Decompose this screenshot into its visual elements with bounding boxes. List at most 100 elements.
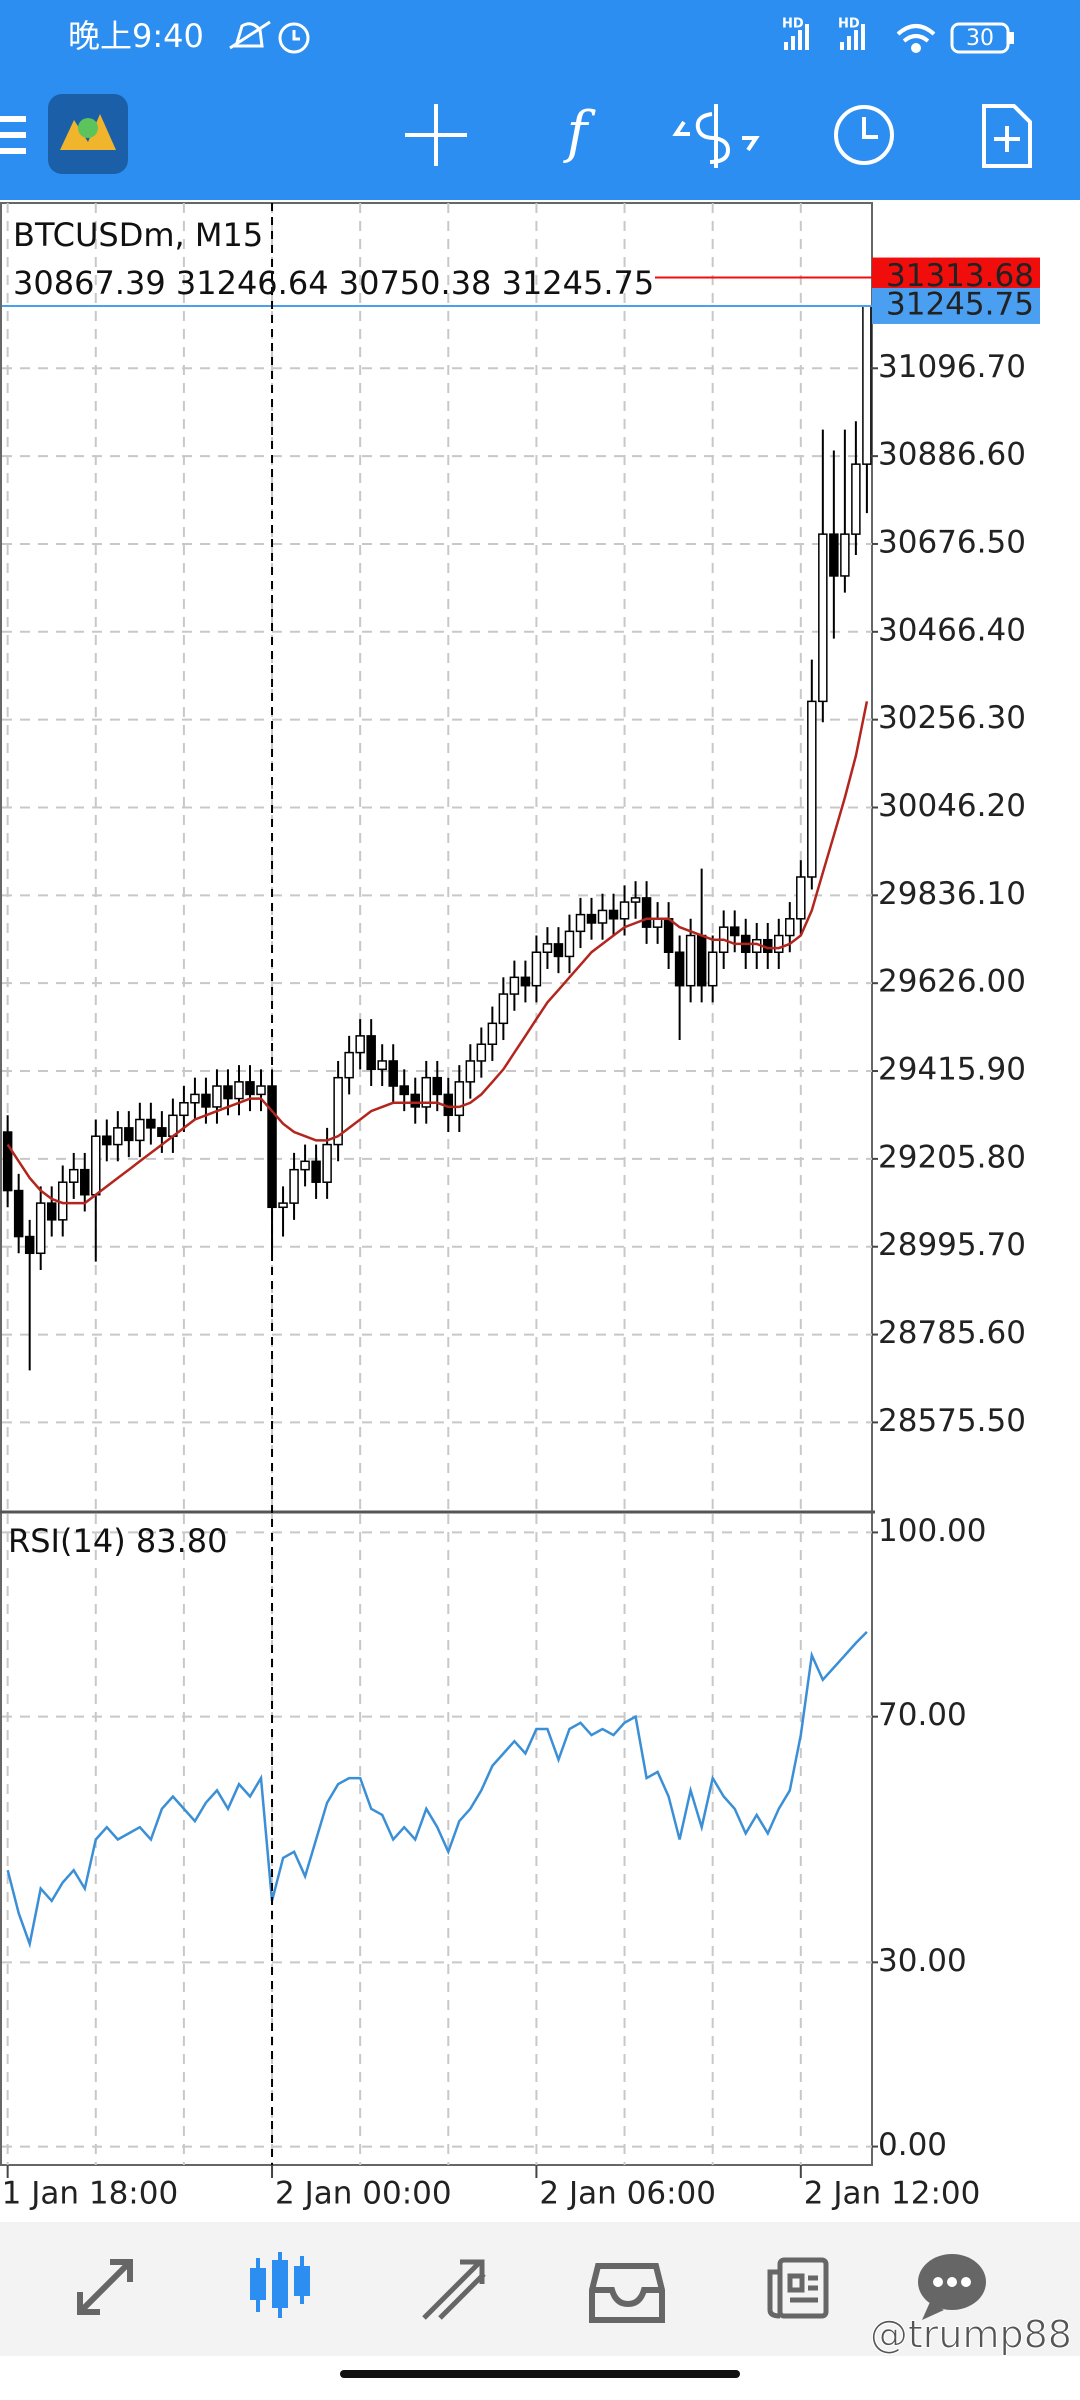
x-tick-label: 2 Jan 00:00 [275,2176,452,2212]
nav-trade[interactable] [422,2259,486,2320]
candle-body [410,1093,420,1108]
candle-body [663,918,674,953]
candle-body [729,926,740,937]
wifi-icon [896,24,936,53]
y-tick-label: 28785.60 [878,1315,1026,1351]
nav-quotes[interactable] [77,2259,133,2315]
candle-body [498,993,509,1025]
candle-body [399,1085,409,1096]
candle-body [234,1081,244,1100]
x-tick-label: 2 Jan 06:00 [539,2176,716,2212]
nav-news[interactable] [767,2257,829,2319]
rsi-line [6,1631,868,1949]
candle-body [13,1189,24,1238]
candle-body [344,1051,354,1079]
candle-body [807,700,817,878]
candle-body [245,1081,255,1096]
candle-body [432,1076,443,1096]
candle-body [564,930,575,958]
app-logo[interactable] [48,94,128,174]
candle-body [829,533,839,577]
x-tick-label: 1 Jan 18:00 [2,2176,179,2212]
bottom-nav [0,2222,1080,2356]
y-tick-label: 29205.80 [878,1139,1026,1175]
y-tick-label: 30676.50 [878,524,1026,560]
nav-chart[interactable] [250,2252,310,2318]
new-order-button[interactable] [982,104,1032,168]
candle-body [785,918,795,937]
y-tick-label: 0.00 [878,2127,947,2163]
home-indicator [340,2370,740,2378]
moving-average [6,701,869,1205]
watermark: @trump88 [870,2313,1072,2357]
rsi-title: RSI(14) 83.80 [8,1522,227,1560]
signal-bars [784,24,865,50]
candle-body [597,909,608,924]
candle-body [465,1060,476,1083]
y-tick-label: 29626.00 [878,964,1026,1000]
candle-body [146,1118,156,1129]
candle-body [421,1076,432,1108]
candle-body [696,934,707,987]
candle-body [135,1118,145,1142]
candle-body [707,951,718,987]
menu-button[interactable] [0,116,26,154]
signal-label: HD [838,17,860,32]
y-tick-label: 70.00 [878,1697,967,1733]
candle-body [652,918,663,928]
y-tick-label: 100.00 [878,1513,986,1549]
candle-body [24,1235,35,1255]
candle-body [278,1202,288,1209]
candle-body [212,1085,222,1108]
candle-body [454,1081,465,1117]
candle-body [851,463,861,535]
y-tick-label: 28995.70 [878,1227,1026,1263]
battery [950,22,1010,54]
y-tick-label: 29415.90 [878,1052,1026,1088]
symbol-title: BTCUSDm, M15 [13,216,263,254]
candle-body [300,1160,310,1171]
candle-body [377,1060,387,1071]
status-icons [229,20,310,54]
candle-body [223,1085,233,1100]
y-tick-label: 30.00 [878,1943,967,1979]
candle-body [685,934,696,987]
candle-body [46,1202,57,1221]
candle-body [531,951,542,987]
nav-chat[interactable] [918,2254,986,2320]
candle-body [520,976,531,987]
candle-body [124,1127,134,1142]
x-tick-label: 2 Jan 12:00 [804,2176,981,2212]
ask-tag [872,257,1040,294]
y-tick-label: 30886.60 [878,437,1026,473]
candle-body [179,1102,189,1117]
nav-history[interactable] [589,2263,665,2323]
y-tick-label: 31096.70 [878,349,1026,385]
candle-body [674,951,685,987]
y-tick-label: 30256.30 [878,700,1026,736]
candle-body [862,305,872,465]
trade-button[interactable] [672,104,760,168]
y-tick-label: 28575.50 [878,1403,1026,1439]
candle-body [80,1168,90,1196]
candle-body [818,533,828,703]
candle-body [586,913,597,924]
candle-body [608,909,619,920]
candle-body [35,1202,46,1255]
candle-body [201,1093,211,1108]
crosshair-button[interactable] [405,104,467,166]
candle-body [322,1143,332,1183]
candle-body [509,976,520,995]
candle-body [113,1127,123,1146]
candle-body [630,897,641,903]
candle-body [476,1043,487,1062]
candle-body [333,1076,343,1146]
candle-body [102,1135,112,1146]
candle-body [388,1060,398,1087]
y-tick-label: 29836.10 [878,876,1026,912]
battery-tip [1009,32,1014,44]
battery-level: 30 [966,26,994,51]
candle-body [256,1085,266,1096]
history-button[interactable] [834,105,894,165]
